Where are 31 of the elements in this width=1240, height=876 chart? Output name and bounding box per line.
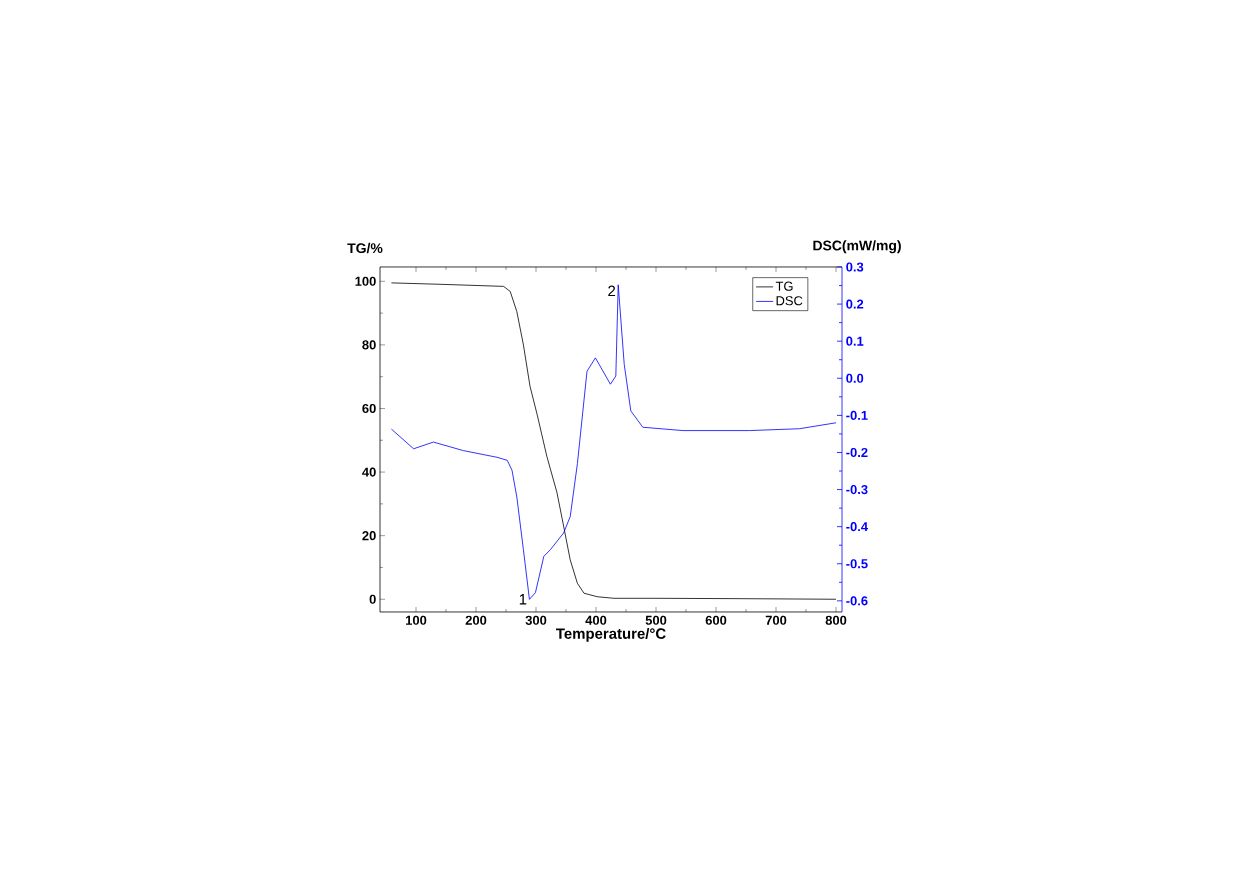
y2-tick-label: 0.0: [846, 373, 864, 383]
y-tick-label: 100: [355, 276, 376, 286]
y2-tick-label: -0.3: [846, 484, 868, 495]
y2-tick-label: -0.5: [846, 559, 868, 569]
x-tick-label: 700: [765, 615, 787, 625]
y-tick-label: 40: [362, 467, 376, 477]
legend-label: TG: [775, 281, 793, 291]
annotation: 2: [608, 285, 616, 297]
annotation: 1: [519, 594, 527, 605]
x-axis-title: Temperature/°C: [556, 627, 666, 642]
x-tick-label: 600: [705, 615, 727, 625]
y-axis-title: TG/%: [347, 242, 383, 254]
y2-tick-label: -0.1: [846, 410, 868, 420]
x-tick-label: 800: [825, 615, 847, 625]
y2-tick-label: -0.4: [846, 522, 868, 532]
y-tick-label: 20: [362, 531, 376, 541]
x-tick-label: 400: [585, 615, 607, 625]
y2-axis-title: DSC(mW/mg): [813, 240, 901, 254]
y2-tick-label: 0.3: [846, 262, 864, 272]
x-tick-label: 200: [465, 615, 487, 625]
x-tick-label: 100: [406, 615, 427, 625]
y2-tick-label: -0.6: [846, 596, 868, 606]
x-tick-label: 500: [645, 615, 667, 625]
y-tick-label: 80: [362, 340, 376, 350]
y2-tick-label: 0.2: [846, 299, 864, 309]
y-tick-label: 0: [369, 594, 376, 604]
y2-tick-label: -0.2: [846, 447, 868, 458]
y2-tick-label: 0.1: [846, 336, 864, 346]
y-tick-label: 60: [362, 403, 376, 414]
legend-label: DSC: [776, 296, 803, 306]
x-tick-label: 300: [525, 615, 547, 625]
